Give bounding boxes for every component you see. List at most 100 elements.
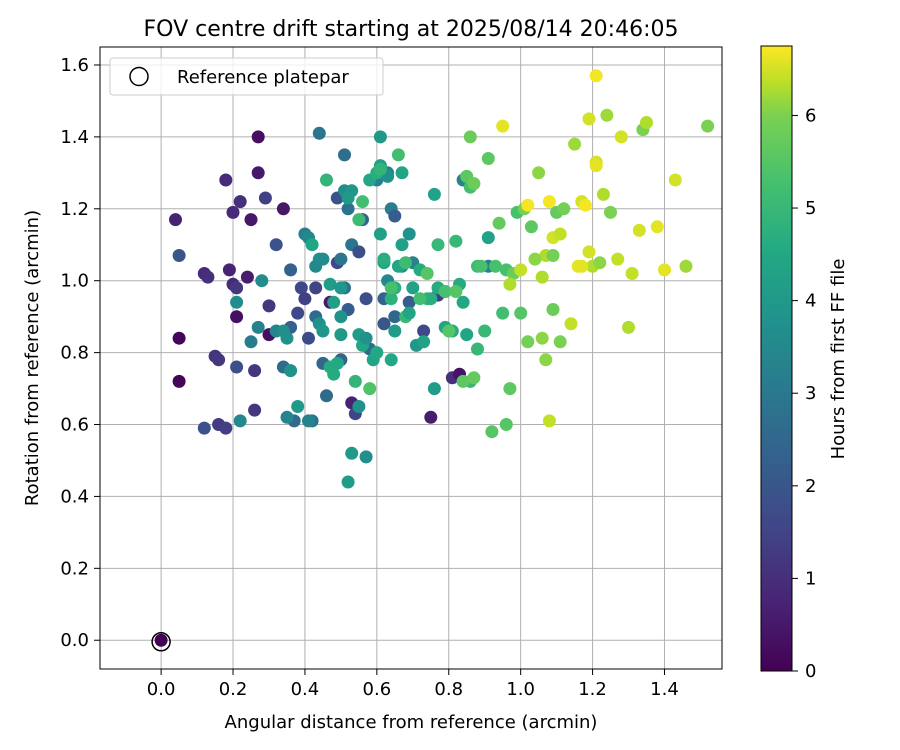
scatter-point — [373, 227, 387, 241]
scatter-point — [546, 249, 560, 262]
scatter-point — [230, 310, 244, 324]
scatter-point — [262, 299, 276, 313]
y-tick-label: 0.8 — [60, 343, 89, 364]
scatter-point — [539, 353, 553, 367]
scatter-point — [359, 331, 373, 345]
scatter-point — [305, 238, 319, 252]
scatter-point — [402, 295, 416, 309]
scatter-point — [201, 270, 215, 284]
scatter-point — [388, 310, 402, 324]
scatter-point — [345, 446, 359, 460]
scatter-point — [478, 324, 492, 338]
x-axis-ticks: 0.0 0.2 0.4 0.6 0.8 1.0 1.2 1.4 — [147, 669, 679, 700]
x-tick-label: 0.4 — [291, 679, 320, 700]
scatter-point — [467, 177, 481, 191]
scatter-point — [463, 130, 477, 144]
scatter-point — [284, 364, 298, 378]
scatter-point — [582, 245, 596, 259]
colorbar-tick-label: 3 — [805, 383, 816, 404]
x-axis-label: Angular distance from reference (arcmin) — [225, 712, 598, 733]
scatter-point — [542, 414, 556, 428]
scatter-point — [485, 425, 499, 439]
scatter-point — [499, 418, 513, 431]
scatter-point — [467, 371, 481, 385]
scatter-point — [172, 374, 186, 388]
legend-marker-icon — [129, 66, 149, 87]
scatter-point — [431, 238, 445, 252]
legend-box — [109, 57, 384, 96]
scatter-point — [370, 346, 384, 360]
scatter-point — [542, 195, 556, 209]
scatter-point — [334, 310, 348, 324]
legend-entry-reference-platepar: Reference platepar — [177, 67, 349, 88]
scatter-point — [535, 270, 549, 284]
grid-lines — [100, 47, 722, 669]
plot-area-frame — [99, 46, 723, 670]
scatter-point — [417, 324, 431, 338]
scatter-point — [575, 259, 589, 273]
scatter-point — [622, 320, 635, 334]
scatter-point — [456, 295, 470, 309]
scatter-point — [352, 213, 366, 227]
scatter-point — [212, 353, 226, 367]
scatter-point — [230, 295, 244, 309]
scatter-point — [496, 119, 510, 133]
y-axis-ticks: 0.0 0.2 0.4 0.6 0.8 1.0 1.2 1.4 1.6 — [60, 55, 100, 651]
scatter-point — [402, 227, 416, 241]
scatter-point — [399, 256, 413, 270]
x-tick-label: 1.4 — [650, 679, 679, 700]
scatter-point — [341, 191, 355, 205]
scatter-point — [280, 331, 294, 345]
scatter-point — [327, 367, 341, 381]
scatter-point — [255, 274, 269, 288]
scatter-point — [650, 220, 664, 234]
scatter-point — [481, 152, 495, 165]
scatter-point — [391, 148, 405, 162]
x-tick-label: 0.6 — [363, 679, 392, 700]
scatter-point — [481, 231, 495, 245]
x-tick-label: 1.0 — [506, 679, 535, 700]
scatter-point — [593, 256, 607, 270]
scatter-point — [449, 285, 463, 298]
scatter-point — [553, 227, 567, 241]
scatter-point — [251, 130, 265, 144]
scatter-point — [582, 112, 596, 126]
scatter-point — [320, 173, 333, 187]
scatter-point — [489, 259, 502, 273]
scatter-point — [427, 382, 441, 396]
scatter-point — [309, 281, 323, 295]
scatter-point — [323, 277, 337, 291]
scatter-point — [291, 400, 305, 413]
scatter-point — [395, 238, 409, 252]
scatter-point — [169, 213, 182, 227]
scatter-point — [248, 364, 262, 378]
colorbar-tick-label: 5 — [805, 198, 816, 219]
scatter-point — [460, 328, 474, 342]
scatter-point — [338, 148, 351, 162]
scatter-point — [388, 209, 402, 223]
scatter-point — [377, 252, 391, 266]
scatter-point — [316, 324, 330, 338]
scatter-point — [248, 403, 262, 417]
scatter-point — [384, 292, 398, 306]
scatter-point — [327, 295, 341, 309]
scatter-point — [341, 202, 355, 216]
scatter-point — [632, 223, 646, 237]
scatter-point — [532, 166, 546, 180]
scatter-point — [604, 205, 617, 219]
scatter-point — [456, 374, 470, 388]
scatter-point — [359, 450, 373, 464]
y-tick-label: 0.2 — [60, 558, 89, 579]
scatter-point — [320, 389, 333, 403]
scatter-point — [359, 292, 373, 306]
chart-title: FOV centre drift starting at 2025/08/14 … — [144, 17, 679, 42]
y-tick-label: 1.6 — [60, 55, 89, 76]
colorbar-ticks: 0 1 2 3 4 5 6 — [792, 105, 816, 682]
data-points — [154, 69, 715, 647]
scatter-point — [528, 252, 542, 266]
scatter-point — [330, 356, 344, 370]
scatter-point — [197, 421, 211, 435]
x-tick-label: 0.8 — [434, 679, 463, 700]
scatter-point — [219, 173, 233, 187]
scatter-point — [341, 475, 355, 489]
